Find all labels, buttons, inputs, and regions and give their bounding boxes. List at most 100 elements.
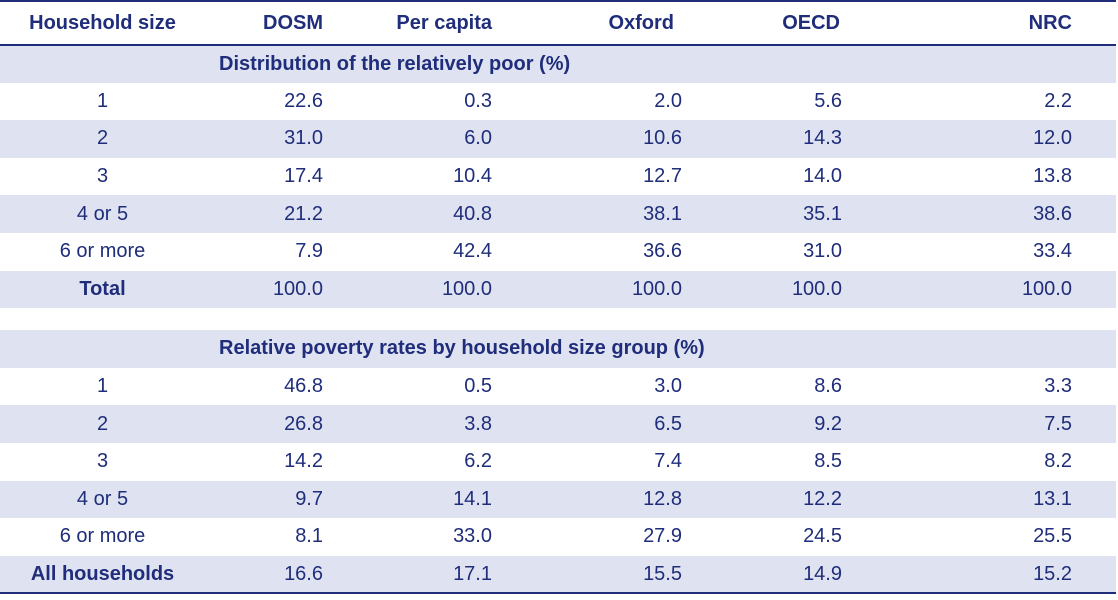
table-cell-value: 12.7: [643, 165, 682, 188]
table-cell-value: 38.1: [510, 195, 702, 233]
row-label: All households: [0, 555, 205, 595]
table-cell-value: 16.6: [205, 555, 337, 595]
col-header-dosm: DOSM: [205, 0, 337, 46]
table-cell-value: 42.4: [453, 240, 492, 263]
table-cell-value: 35.1: [702, 195, 894, 233]
table-cell-value: 3.8: [337, 405, 510, 443]
row-label: 2: [0, 120, 205, 158]
table-cell-value: 13.8: [1033, 165, 1072, 188]
table-cell-value: 17.1: [337, 555, 510, 595]
row-label: 6 or more: [59, 240, 146, 263]
table-cell-value: 6.5: [510, 405, 702, 443]
row-label: 1: [96, 89, 109, 112]
table-cell-value: 15.2: [894, 555, 1116, 595]
table-cell-value: 40.8: [337, 195, 510, 233]
header-row: Household size DOSM Per capita Oxford OE…: [0, 0, 1116, 46]
table-cell-value: 8.1: [295, 525, 323, 548]
section-title-row: Distribution of the relatively poor (%): [0, 45, 1116, 83]
table-cell-value: 6.2: [464, 450, 492, 473]
row-label: 4 or 5: [0, 195, 205, 233]
col-header-nrc: NRC: [894, 0, 1116, 46]
table-cell-value: 24.5: [803, 525, 842, 548]
table-cell-value: 12.0: [894, 120, 1116, 158]
col-header-oecd: OECD: [702, 0, 894, 46]
table-row: 3 14.2 6.2 7.4 8.5 8.2: [0, 443, 1116, 481]
table-row: 6 or more 7.9 42.4 36.6 31.0 33.4: [0, 233, 1116, 271]
table-cell-value: 3.3: [1044, 375, 1072, 398]
row-label: 3: [96, 450, 109, 473]
row-label: 3: [96, 165, 109, 188]
table-row: 6 or more 8.1 33.0 27.9 24.5 25.5: [0, 518, 1116, 556]
table-cell-value: 10.6: [510, 120, 702, 158]
table-cell-value: 7.4: [654, 450, 682, 473]
row-label: Total: [0, 270, 205, 309]
table-row: Total 100.0 100.0 100.0 100.0 100.0: [0, 270, 1116, 309]
table-cell-value: 9.7: [205, 480, 337, 519]
spacer-cell: [0, 308, 1116, 331]
table-cell-value: 14.2: [284, 450, 323, 473]
table-cell-value: 21.2: [205, 195, 337, 233]
table-row: 4 or 5 21.2 40.8 38.1 35.1 38.6: [0, 195, 1116, 233]
table-cell-value: 8.6: [814, 375, 842, 398]
col-header-oxford: Oxford: [510, 0, 702, 46]
table-cell-value: 27.9: [643, 525, 682, 548]
table-cell-value: 14.1: [337, 480, 510, 519]
table-row: 1 46.8 0.5 3.0 8.6 3.3: [0, 368, 1116, 406]
table-cell-value: 7.5: [894, 405, 1116, 443]
table-row: All households 16.6 17.1 15.5 14.9 15.2: [0, 555, 1116, 595]
table-cell-value: 100.0: [205, 270, 337, 309]
col-header-per-capita: Per capita: [337, 0, 510, 46]
table-cell-value: 31.0: [803, 240, 842, 263]
row-label: 6 or more: [59, 525, 146, 548]
table-row: 3 17.4 10.4 12.7 14.0 13.8: [0, 158, 1116, 196]
table-cell-value: 6.0: [337, 120, 510, 158]
section-title: Relative poverty rates by household size…: [0, 330, 1116, 368]
row-label: 4 or 5: [0, 480, 205, 519]
table-row: 1 22.6 0.3 2.0 5.6 2.2: [0, 83, 1116, 121]
table-cell-value: 17.4: [284, 165, 323, 188]
table-cell-value: 5.6: [814, 89, 842, 112]
table-cell-value: 100.0: [702, 270, 894, 309]
table-cell-value: 31.0: [205, 120, 337, 158]
table-cell-value: 12.8: [510, 480, 702, 519]
table-cell-value: 46.8: [284, 375, 323, 398]
table-cell-value: 36.6: [643, 240, 682, 263]
table-cell-value: 33.0: [453, 525, 492, 548]
section-title-row: Relative poverty rates by household size…: [0, 330, 1116, 368]
table-cell-value: 0.5: [464, 375, 492, 398]
table-cell-value: 26.8: [205, 405, 337, 443]
table-row: 4 or 5 9.7 14.1 12.8 12.2 13.1: [0, 480, 1116, 519]
table-cell-value: 14.9: [702, 555, 894, 595]
table-cell-value: 8.5: [814, 450, 842, 473]
section-spacer: [0, 308, 1116, 331]
table-cell-value: 25.5: [1033, 525, 1072, 548]
table-row: 2 26.8 3.8 6.5 9.2 7.5: [0, 405, 1116, 443]
table-cell-value: 3.0: [654, 375, 682, 398]
table-body: Distribution of the relatively poor (%) 1…: [0, 45, 1116, 595]
table-cell-value: 14.0: [803, 165, 842, 188]
col-header-household-size: Household size: [0, 0, 205, 46]
table-cell-value: 15.5: [510, 555, 702, 595]
section-title: Distribution of the relatively poor (%): [0, 45, 1116, 83]
table-cell-value: 8.2: [1044, 450, 1072, 473]
table-cell-value: 100.0: [510, 270, 702, 309]
table-cell-value: 33.4: [1033, 240, 1072, 263]
table-cell-value: 9.2: [702, 405, 894, 443]
table-cell-value: 14.3: [702, 120, 894, 158]
row-label: 2: [0, 405, 205, 443]
table-row: 2 31.0 6.0 10.6 14.3 12.0: [0, 120, 1116, 158]
table-cell-value: 10.4: [453, 165, 492, 188]
table-cell-value: 100.0: [894, 270, 1116, 309]
table-cell-value: 12.2: [702, 480, 894, 519]
table-cell-value: 2.0: [654, 89, 682, 112]
table-cell-value: 22.6: [284, 89, 323, 112]
row-label: 1: [96, 375, 109, 398]
table-cell-value: 7.9: [295, 240, 323, 263]
table-cell-value: 38.6: [894, 195, 1116, 233]
table-cell-value: 0.3: [464, 89, 492, 112]
table-cell-value: 13.1: [894, 480, 1116, 519]
table-cell-value: 100.0: [337, 270, 510, 309]
table-cell-value: 2.2: [1044, 89, 1072, 112]
